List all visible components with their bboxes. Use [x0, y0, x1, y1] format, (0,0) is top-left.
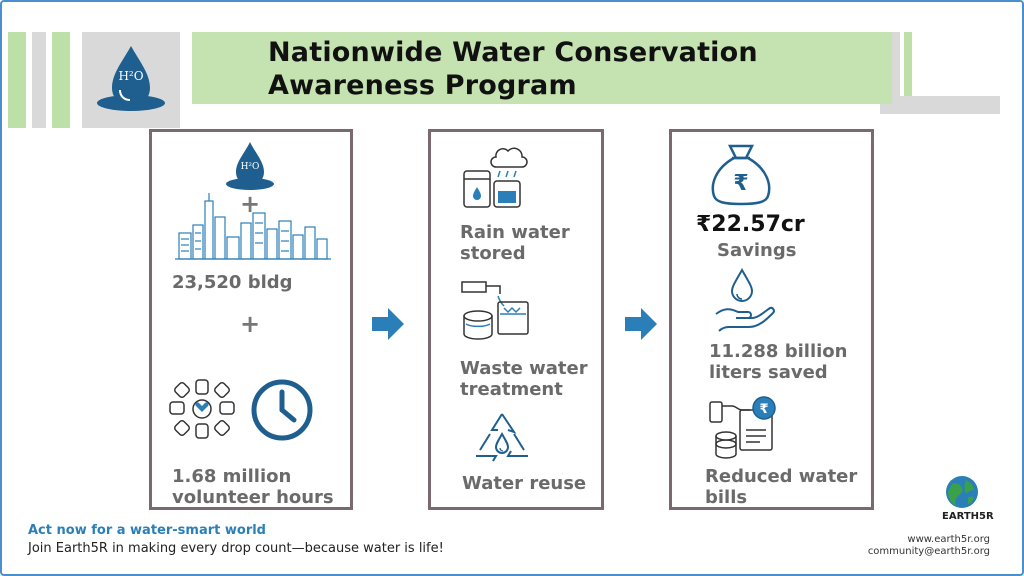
volunteer-hours-line-2: volunteer hours	[172, 487, 334, 508]
logo-box: H²O	[82, 32, 180, 128]
panel-inputs	[149, 129, 353, 510]
website-link[interactable]: www.earth5r.org	[907, 534, 990, 545]
buildings-count: 23,520 bldg	[172, 272, 293, 293]
recycle-drop-icon	[476, 413, 528, 462]
h2o-drop-icon: H²O	[226, 142, 274, 190]
globe-icon	[946, 476, 978, 508]
savings-value: ₹22.57cr	[696, 212, 805, 237]
title-line-2: Awareness Program	[268, 70, 577, 101]
reduced-bills-line-2: bills	[705, 487, 748, 508]
reduced-bills-line-1: Reduced water	[705, 466, 858, 487]
savings-label: Savings	[717, 240, 797, 261]
clock-icon	[251, 379, 313, 441]
svg-text:H²O: H²O	[241, 162, 260, 172]
arrow-right-icon	[625, 308, 657, 340]
svg-text:H²O: H²O	[118, 69, 143, 83]
svg-text:₹: ₹	[759, 402, 768, 417]
svg-text:₹: ₹	[733, 171, 748, 196]
water-drop-hand-icon	[715, 268, 775, 332]
waste-water-line-1: Waste water	[460, 358, 588, 379]
bills-coins-icon: ₹	[709, 396, 776, 459]
decor-bar	[880, 96, 1000, 114]
rain-storage-icon	[463, 147, 528, 208]
waste-water-line-2: treatment	[460, 379, 563, 400]
decor-stripe	[52, 32, 70, 128]
call-to-action: Act now for a water-smart world	[28, 523, 266, 538]
united-hands-icon	[169, 379, 235, 439]
plus-sign: +	[240, 310, 261, 338]
decor-stripe	[32, 32, 46, 128]
panel-actions	[428, 129, 604, 510]
title-line-1: Nationwide Water Conservation	[268, 37, 758, 68]
call-to-action-subtext: Join Earth5R in making every drop count—…	[28, 541, 444, 556]
decor-stripe	[904, 32, 912, 102]
title-band	[192, 32, 892, 104]
rain-water-line-2: stored	[460, 243, 526, 264]
money-bag-icon: ₹	[711, 144, 771, 206]
page-title: Nationwide Water Conservation Awareness …	[268, 36, 888, 102]
plus-sign: +	[240, 190, 261, 218]
water-treatment-icon	[461, 281, 529, 340]
liters-saved-line-1: 11.288 billion	[709, 341, 848, 362]
email-link[interactable]: community@earth5r.org	[867, 546, 990, 557]
decor-stripe	[8, 32, 26, 128]
liters-saved-line-2: liters saved	[709, 362, 828, 383]
rain-water-line-1: Rain water	[460, 222, 570, 243]
brand-name: EARTH5R	[942, 511, 994, 522]
water-reuse-label: Water reuse	[462, 473, 587, 494]
volunteer-hours-line-1: 1.68 million	[172, 466, 292, 487]
h2o-drop-icon: H²O	[97, 46, 165, 111]
city-skyline-icon	[175, 193, 331, 260]
arrow-right-icon	[372, 308, 404, 340]
